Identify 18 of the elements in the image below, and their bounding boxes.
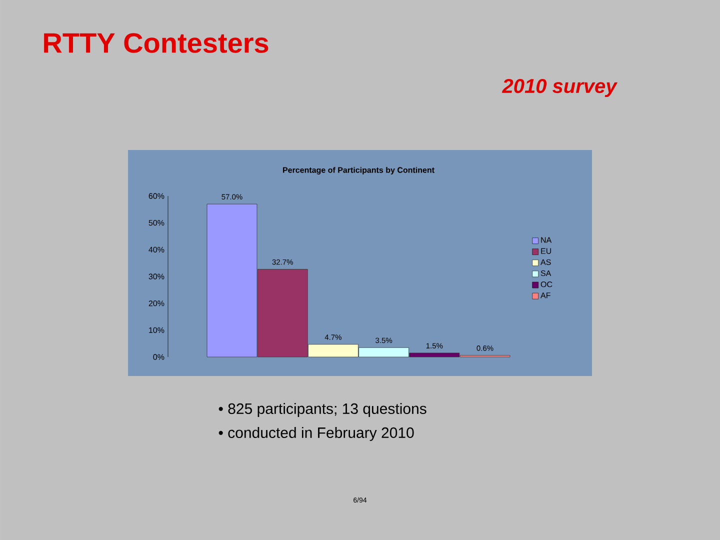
legend-label: NA (541, 237, 552, 243)
y-tick-label: 50% (148, 220, 164, 226)
text: RTTY Contesters (44, 33, 268, 53)
chart-title: Percentage of Participants by Continent (283, 166, 434, 174)
text: • conducted in February 2010 (218, 426, 414, 441)
y-tick-label: 60% (148, 193, 164, 199)
text: 2010 survey (502, 78, 618, 98)
y-tick-label: 30% (148, 274, 164, 280)
text: • 825 participants; 13 questions (218, 402, 426, 417)
y-tick-label: 10% (149, 327, 164, 333)
legend-label: OC (540, 281, 552, 288)
y-tick-label: 20% (148, 300, 164, 306)
legend-label: AS (540, 259, 551, 265)
legend-label: EU (541, 248, 551, 254)
legend-label: AF (540, 292, 550, 298)
y-tick-label: 0% (153, 354, 164, 360)
legend-label: SA (540, 270, 552, 276)
y-tick-label: 40% (148, 246, 164, 252)
